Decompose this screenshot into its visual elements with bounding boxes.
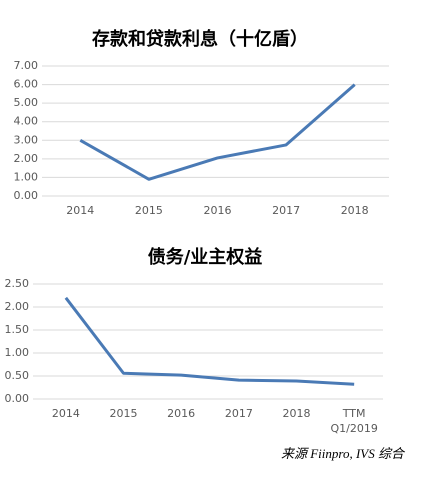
x-tick-label: TTM Q1/2019 <box>330 407 377 435</box>
source-note: 来源 Fiinpro, IVS 综合 <box>281 446 406 461</box>
x-tick-label: 2018 <box>341 204 369 217</box>
y-tick-label: 0.00 <box>14 189 39 202</box>
x-tick-label: 2016 <box>167 407 195 420</box>
x-tick-label: 2014 <box>66 204 94 217</box>
y-tick-label: 2.50 <box>5 277 30 290</box>
x-tick-label: 2015 <box>135 204 163 217</box>
y-tick-label: 0.50 <box>5 369 30 382</box>
data-line <box>64 296 355 386</box>
data-line <box>79 83 356 181</box>
x-tick-label: 2015 <box>110 407 138 420</box>
x-tick-label: 2014 <box>52 407 80 420</box>
y-tick-label: 1.00 <box>14 170 39 183</box>
y-tick-label: 1.00 <box>5 346 30 359</box>
y-tick-label: 4.00 <box>14 115 39 128</box>
y-tick-label: 2.00 <box>5 300 30 313</box>
y-tick-label: 5.00 <box>14 96 39 109</box>
chart-title: 债务/业主权益 <box>148 246 263 268</box>
x-tick-label: 2016 <box>204 204 232 217</box>
chart-title: 存款和贷款利息（十亿盾） <box>92 28 308 50</box>
y-tick-label: 0.00 <box>5 392 30 405</box>
y-tick-label: 6.00 <box>14 78 39 91</box>
x-tick-label: 2018 <box>283 407 311 420</box>
x-tick-label: 2017 <box>225 407 253 420</box>
y-tick-label: 2.00 <box>14 152 39 165</box>
y-tick-label: 7.00 <box>14 59 39 72</box>
x-tick-label: 2017 <box>272 204 300 217</box>
y-tick-label: 3.00 <box>14 133 39 146</box>
y-tick-label: 1.50 <box>5 323 30 336</box>
